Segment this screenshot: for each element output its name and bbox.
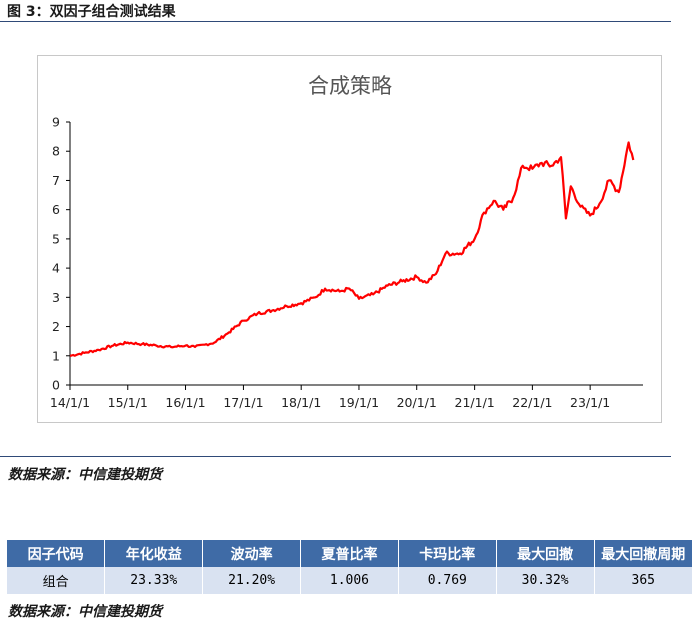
- y-tick-label: 3: [52, 290, 60, 305]
- x-tick-label: 20/1/1: [397, 395, 437, 410]
- plot-area: [69, 141, 635, 357]
- table-row: 组合 23.33% 21.20% 1.006 0.769 30.32% 365: [7, 567, 692, 594]
- x-tick-label: 19/1/1: [339, 395, 379, 410]
- table-cell: 365: [594, 567, 692, 594]
- column-header: 年化收益: [104, 540, 204, 567]
- table-cell: 1.006: [300, 567, 399, 594]
- y-tick-label: 2: [52, 319, 60, 334]
- y-axis: 0 1 2 3 4 5 6 7 8 9: [52, 115, 71, 393]
- column-header: 因子代码: [7, 540, 106, 567]
- y-tick-label: 0: [52, 378, 60, 393]
- table-cell: 30.32%: [496, 567, 595, 594]
- x-tick-label: 21/1/1: [455, 395, 495, 410]
- x-tick-label: 17/1/1: [223, 395, 263, 410]
- y-tick-label: 1: [52, 348, 60, 363]
- y-tick-label: 6: [52, 202, 60, 217]
- x-tick-label: 15/1/1: [108, 395, 148, 410]
- table-cell: 21.20%: [202, 567, 302, 594]
- y-tick-label: 9: [52, 115, 60, 130]
- source-note-bottom: 数据来源：中信建投期货: [8, 604, 162, 620]
- x-tick-label: 18/1/1: [281, 395, 321, 410]
- y-tick-label: 8: [52, 144, 60, 159]
- line-chart: 合成策略 0 1 2 3 4 5 6 7 8 9 14/1/1 15/1/1 16/1/1 17/1/1…: [50, 74, 643, 410]
- top-divider: [0, 21, 671, 22]
- table-header-row: 因子代码 年化收益 波动率 夏普比率 卡玛比率 最大回撤 最大回撤周期: [7, 540, 692, 567]
- x-axis: 14/1/1 15/1/1 16/1/1 17/1/1 18/1/1 19/1/1 20/1…: [50, 384, 643, 410]
- source-note: 数据来源：中信建投期货: [8, 467, 162, 483]
- middle-divider: [0, 456, 671, 457]
- x-tick-label: 14/1/1: [50, 395, 90, 410]
- y-tick-label: 4: [52, 261, 60, 276]
- chart-title: 合成策略: [308, 74, 392, 98]
- figure-title: 图 3：双因子组合测试结果: [7, 4, 176, 20]
- chart-panel: 合成策略 0 1 2 3 4 5 6 7 8 9 14/1/1 15/1/1 16/1/1 17/1/1…: [37, 55, 662, 423]
- table-cell: 0.769: [398, 567, 497, 594]
- y-tick-label: 7: [52, 173, 60, 188]
- column-header: 夏普比率: [300, 540, 399, 567]
- column-header: 最大回撤周期: [594, 540, 692, 567]
- x-tick-label: 23/1/1: [570, 395, 610, 410]
- table-body: 组合 23.33% 21.20% 1.006 0.769 30.32% 365: [7, 567, 692, 594]
- table-cell: 组合: [7, 567, 106, 594]
- column-header: 波动率: [202, 540, 302, 567]
- table-cell: 23.33%: [104, 567, 204, 594]
- column-header: 卡玛比率: [398, 540, 497, 567]
- y-tick-label: 5: [52, 231, 60, 246]
- x-tick-label: 22/1/1: [512, 395, 552, 410]
- series-line: [69, 141, 635, 357]
- x-tick-label: 16/1/1: [165, 395, 205, 410]
- column-header: 最大回撤: [496, 540, 595, 567]
- metrics-table: 因子代码 年化收益 波动率 夏普比率 卡玛比率 最大回撤 最大回撤周期 组合 23.33% 21…: [7, 540, 692, 594]
